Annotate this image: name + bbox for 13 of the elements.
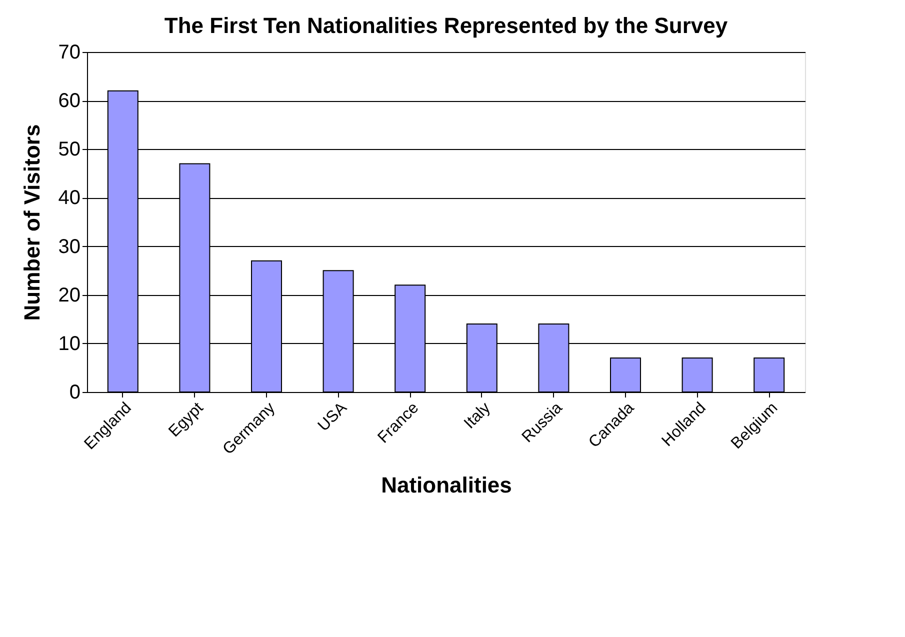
y-tick-label: 60 [58,90,80,112]
x-axis-title: Nationalities [381,472,512,498]
y-tick-label: 70 [58,42,80,64]
y-tick-label: 0 [69,382,80,404]
x-tick-label: Italy [461,400,494,432]
y-tick-label: 10 [58,332,80,355]
y-tick-label: 20 [58,284,80,306]
x-tick-label: USA [315,399,351,435]
y-tick-label: 30 [58,236,80,258]
chart-title: The First Ten Nationalities Represented by the Survey [164,13,728,38]
y-axis-title: Number of Visitors [19,124,44,321]
y-tick-label: 50 [58,138,80,161]
y-tick-label: 40 [58,187,80,210]
